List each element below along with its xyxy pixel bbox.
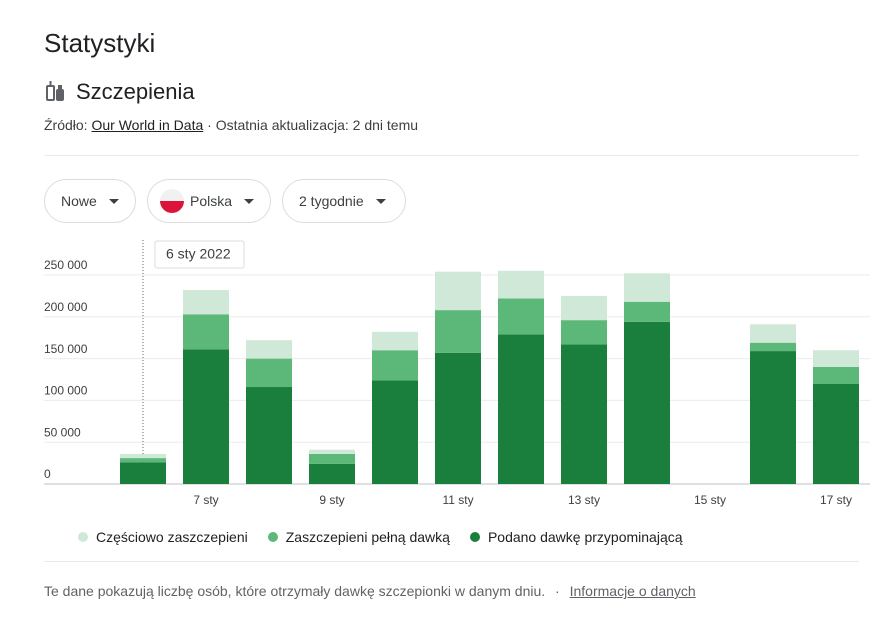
filter-type[interactable]: Nowe	[44, 179, 136, 223]
bar-segment	[624, 273, 670, 302]
bar-segment	[183, 349, 229, 484]
vaccine-icon	[46, 81, 64, 101]
source-label: Źródło:	[44, 117, 88, 133]
legend: Częściowo zaszczepieni Zaszczepieni pełną…	[78, 529, 687, 545]
bar-segment	[813, 383, 859, 484]
bar-segment	[309, 453, 355, 464]
bar-segment	[624, 301, 670, 322]
bar-segment	[750, 342, 796, 352]
divider	[44, 155, 859, 156]
bar-segment	[561, 320, 607, 345]
divider	[44, 561, 859, 562]
filter-label: Polska	[190, 193, 233, 209]
bar-segment	[435, 271, 481, 311]
bar-segment	[813, 350, 859, 367]
bar-segment	[561, 295, 607, 321]
source-link[interactable]: Our World in Data	[91, 117, 204, 133]
separator: ·	[555, 583, 560, 599]
bar-segment	[750, 351, 796, 484]
y-tick-label: 0	[44, 467, 51, 481]
chart: 0 50 000 100 000 150 000 200 000 250 000 6 sty…	[44, 240, 870, 507]
bar-segment	[246, 358, 292, 388]
bar-segment	[183, 290, 229, 315]
y-tick-label: 200 000	[44, 300, 88, 314]
tooltip-box	[154, 240, 245, 269]
x-tick-label: 15 sty	[694, 493, 726, 507]
legend-item[interactable]: Częściowo zaszczepieni	[78, 529, 248, 545]
bar-segment	[183, 314, 229, 350]
bar-segment	[246, 387, 292, 484]
bar-segment	[309, 449, 355, 454]
bar-segment	[561, 344, 607, 484]
legend-label: Częściowo zaszczepieni	[96, 529, 248, 545]
bar-segment	[372, 350, 418, 381]
bar-segment	[120, 453, 166, 459]
x-tick-label: 13 sty	[568, 493, 600, 507]
y-tick-label: 250 000	[44, 258, 88, 272]
filter-country[interactable]: Polska	[147, 179, 271, 223]
bar-segment	[309, 463, 355, 484]
legend-item[interactable]: Zaszczepieni pełną dawką	[267, 529, 450, 545]
x-tick-label: 9 sty	[319, 493, 344, 507]
bar-segment	[372, 331, 418, 351]
bar-segment	[498, 334, 544, 484]
bar-segment	[246, 340, 292, 359]
x-tick-label: 7 sty	[193, 493, 218, 507]
section-title: Szczepienia	[76, 79, 195, 104]
legend-swatch	[469, 532, 480, 542]
bar-segment	[372, 380, 418, 484]
filter-label: 2 tygodnie	[299, 193, 364, 209]
legend-swatch	[267, 532, 278, 542]
page-title: Statystyki	[44, 28, 156, 58]
bar-segment	[498, 298, 544, 335]
y-tick-label: 100 000	[44, 384, 88, 398]
bar-segment	[750, 324, 796, 343]
y-tick-label: 150 000	[44, 342, 88, 356]
bar-segment	[120, 458, 166, 463]
bar-segment	[120, 462, 166, 484]
bar-segment	[813, 366, 859, 384]
update-info: · Ostatnia aktualizacja: 2 dni temu	[207, 117, 419, 133]
footer: Te dane pokazują liczbę osób, które otrz…	[44, 583, 696, 599]
filter-label: Nowe	[61, 193, 97, 209]
legend-label: Zaszczepieni pełną dawką	[285, 529, 450, 545]
bar-segment	[498, 270, 544, 299]
x-tick-label: 11 sty	[442, 493, 473, 507]
y-tick-label: 50 000	[44, 425, 81, 439]
source-line: Źródło: Our World in Data · Ostatnia akt…	[44, 117, 418, 133]
footer-note: Te dane pokazują liczbę osób, które otrz…	[44, 583, 546, 599]
bar-segment	[624, 321, 670, 484]
filter-range[interactable]: 2 tygodnie	[282, 179, 406, 223]
flag-icon	[160, 189, 184, 213]
data-info-link[interactable]: Informacje o danych	[569, 583, 696, 599]
tooltip-text: 6 sty 2022	[166, 246, 231, 262]
legend-swatch	[78, 532, 88, 542]
legend-item[interactable]: Podano dawkę przypominającą	[469, 529, 683, 545]
legend-label: Podano dawkę przypominającą	[487, 529, 683, 545]
bar-segment	[435, 352, 481, 484]
bar-segment	[435, 310, 481, 353]
x-tick-label: 17 sty	[820, 493, 852, 507]
